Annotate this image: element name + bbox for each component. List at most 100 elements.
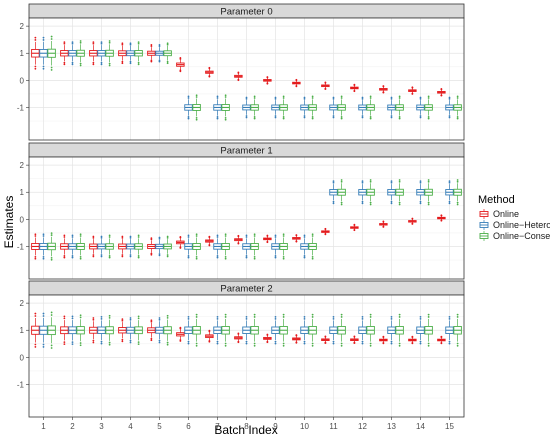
outlier-point (332, 340, 335, 343)
box (97, 235, 106, 258)
box (308, 95, 317, 120)
box (350, 223, 359, 232)
outlier-point (137, 343, 140, 346)
outlier-point (166, 62, 169, 65)
box (184, 316, 193, 345)
x-tick-label: 6 (186, 422, 191, 431)
outlier-point (150, 253, 153, 256)
outlier-point (398, 117, 401, 120)
outlier-point (208, 340, 211, 343)
box (395, 95, 404, 120)
outlier-point (311, 257, 314, 260)
outlier-point (440, 88, 443, 90)
outlier-point (42, 312, 45, 315)
box (358, 96, 367, 119)
outlier-point (79, 344, 82, 347)
outlier-point (237, 234, 240, 237)
panel-0: Parameter 0 -1 0 1 2 (17, 3, 465, 141)
outlier-point (50, 69, 53, 71)
outlier-point (419, 180, 422, 183)
series-1 (39, 312, 454, 348)
outlier-point (92, 41, 95, 44)
box (242, 234, 251, 259)
box (366, 313, 375, 347)
box (387, 180, 396, 205)
outlier-point (361, 96, 364, 99)
outlier-point (92, 339, 95, 342)
outlier-point (324, 227, 327, 230)
outlier-point (361, 202, 364, 205)
box (408, 86, 417, 95)
outlier-point (245, 255, 248, 257)
box (337, 179, 346, 206)
outlier-point (50, 347, 53, 349)
outlier-point (390, 96, 393, 99)
outlier-point (282, 257, 285, 260)
outlier-point (50, 35, 53, 38)
outlier-point (340, 117, 343, 120)
outlier-point (253, 316, 256, 318)
outlier-point (419, 96, 422, 99)
outlier-point (195, 233, 198, 236)
box (263, 234, 272, 244)
box (271, 96, 280, 119)
outlier-point (369, 95, 372, 98)
outlier-point (266, 234, 269, 237)
outlier-point (419, 340, 422, 343)
outlier-point (253, 117, 256, 120)
outlier-point (390, 342, 393, 345)
panel-title: Parameter 0 (220, 7, 272, 18)
outlier-point (137, 41, 140, 44)
box (68, 315, 77, 346)
box (68, 41, 77, 66)
box (321, 81, 330, 91)
outlier-point (79, 41, 82, 44)
box (126, 235, 135, 258)
outlier-point (63, 315, 66, 318)
outlier-point (311, 116, 314, 118)
outlier-point (390, 181, 393, 184)
outlier-point (340, 97, 343, 99)
outlier-point (63, 41, 66, 44)
box (350, 335, 359, 344)
outlier-point (411, 223, 414, 225)
outlier-point (179, 235, 182, 238)
box (234, 332, 243, 344)
outlier-point (311, 342, 314, 345)
outlier-point (137, 236, 140, 238)
outlier-point (187, 255, 190, 257)
box (76, 40, 85, 67)
outlier-point (166, 314, 169, 317)
box (437, 214, 446, 222)
outlier-point (311, 235, 314, 237)
outlier-point (50, 258, 53, 261)
outlier-point (100, 41, 103, 44)
outlier-point (253, 342, 256, 345)
outlier-point (332, 317, 335, 320)
box (118, 42, 127, 65)
outlier-point (100, 63, 103, 66)
outlier-point (121, 60, 124, 63)
x-axis: 1 2 3 4 5 6 7 8 9 10 11 12 13 14 15 (41, 417, 454, 431)
outlier-point (311, 233, 314, 236)
outlier-point (311, 256, 314, 258)
legend-entry-label: Online−Hetero (493, 220, 550, 230)
outlier-point (42, 346, 45, 348)
y-tick-label: -1 (17, 380, 25, 389)
outlier-point (245, 115, 248, 117)
outlier-point (398, 179, 401, 181)
outlier-point (274, 96, 277, 99)
x-tick-label: 3 (99, 422, 104, 431)
outlier-point (216, 256, 219, 259)
outlier-point (100, 340, 103, 343)
outlier-point (121, 42, 124, 45)
outlier-point (311, 313, 314, 316)
outlier-point (332, 202, 335, 205)
outlier-point (187, 95, 190, 98)
outlier-point (158, 339, 161, 342)
outlier-point (274, 316, 277, 318)
outlier-point (340, 344, 343, 347)
outlier-point (237, 79, 240, 82)
outlier-point (121, 340, 124, 343)
outlier-point (100, 342, 103, 345)
